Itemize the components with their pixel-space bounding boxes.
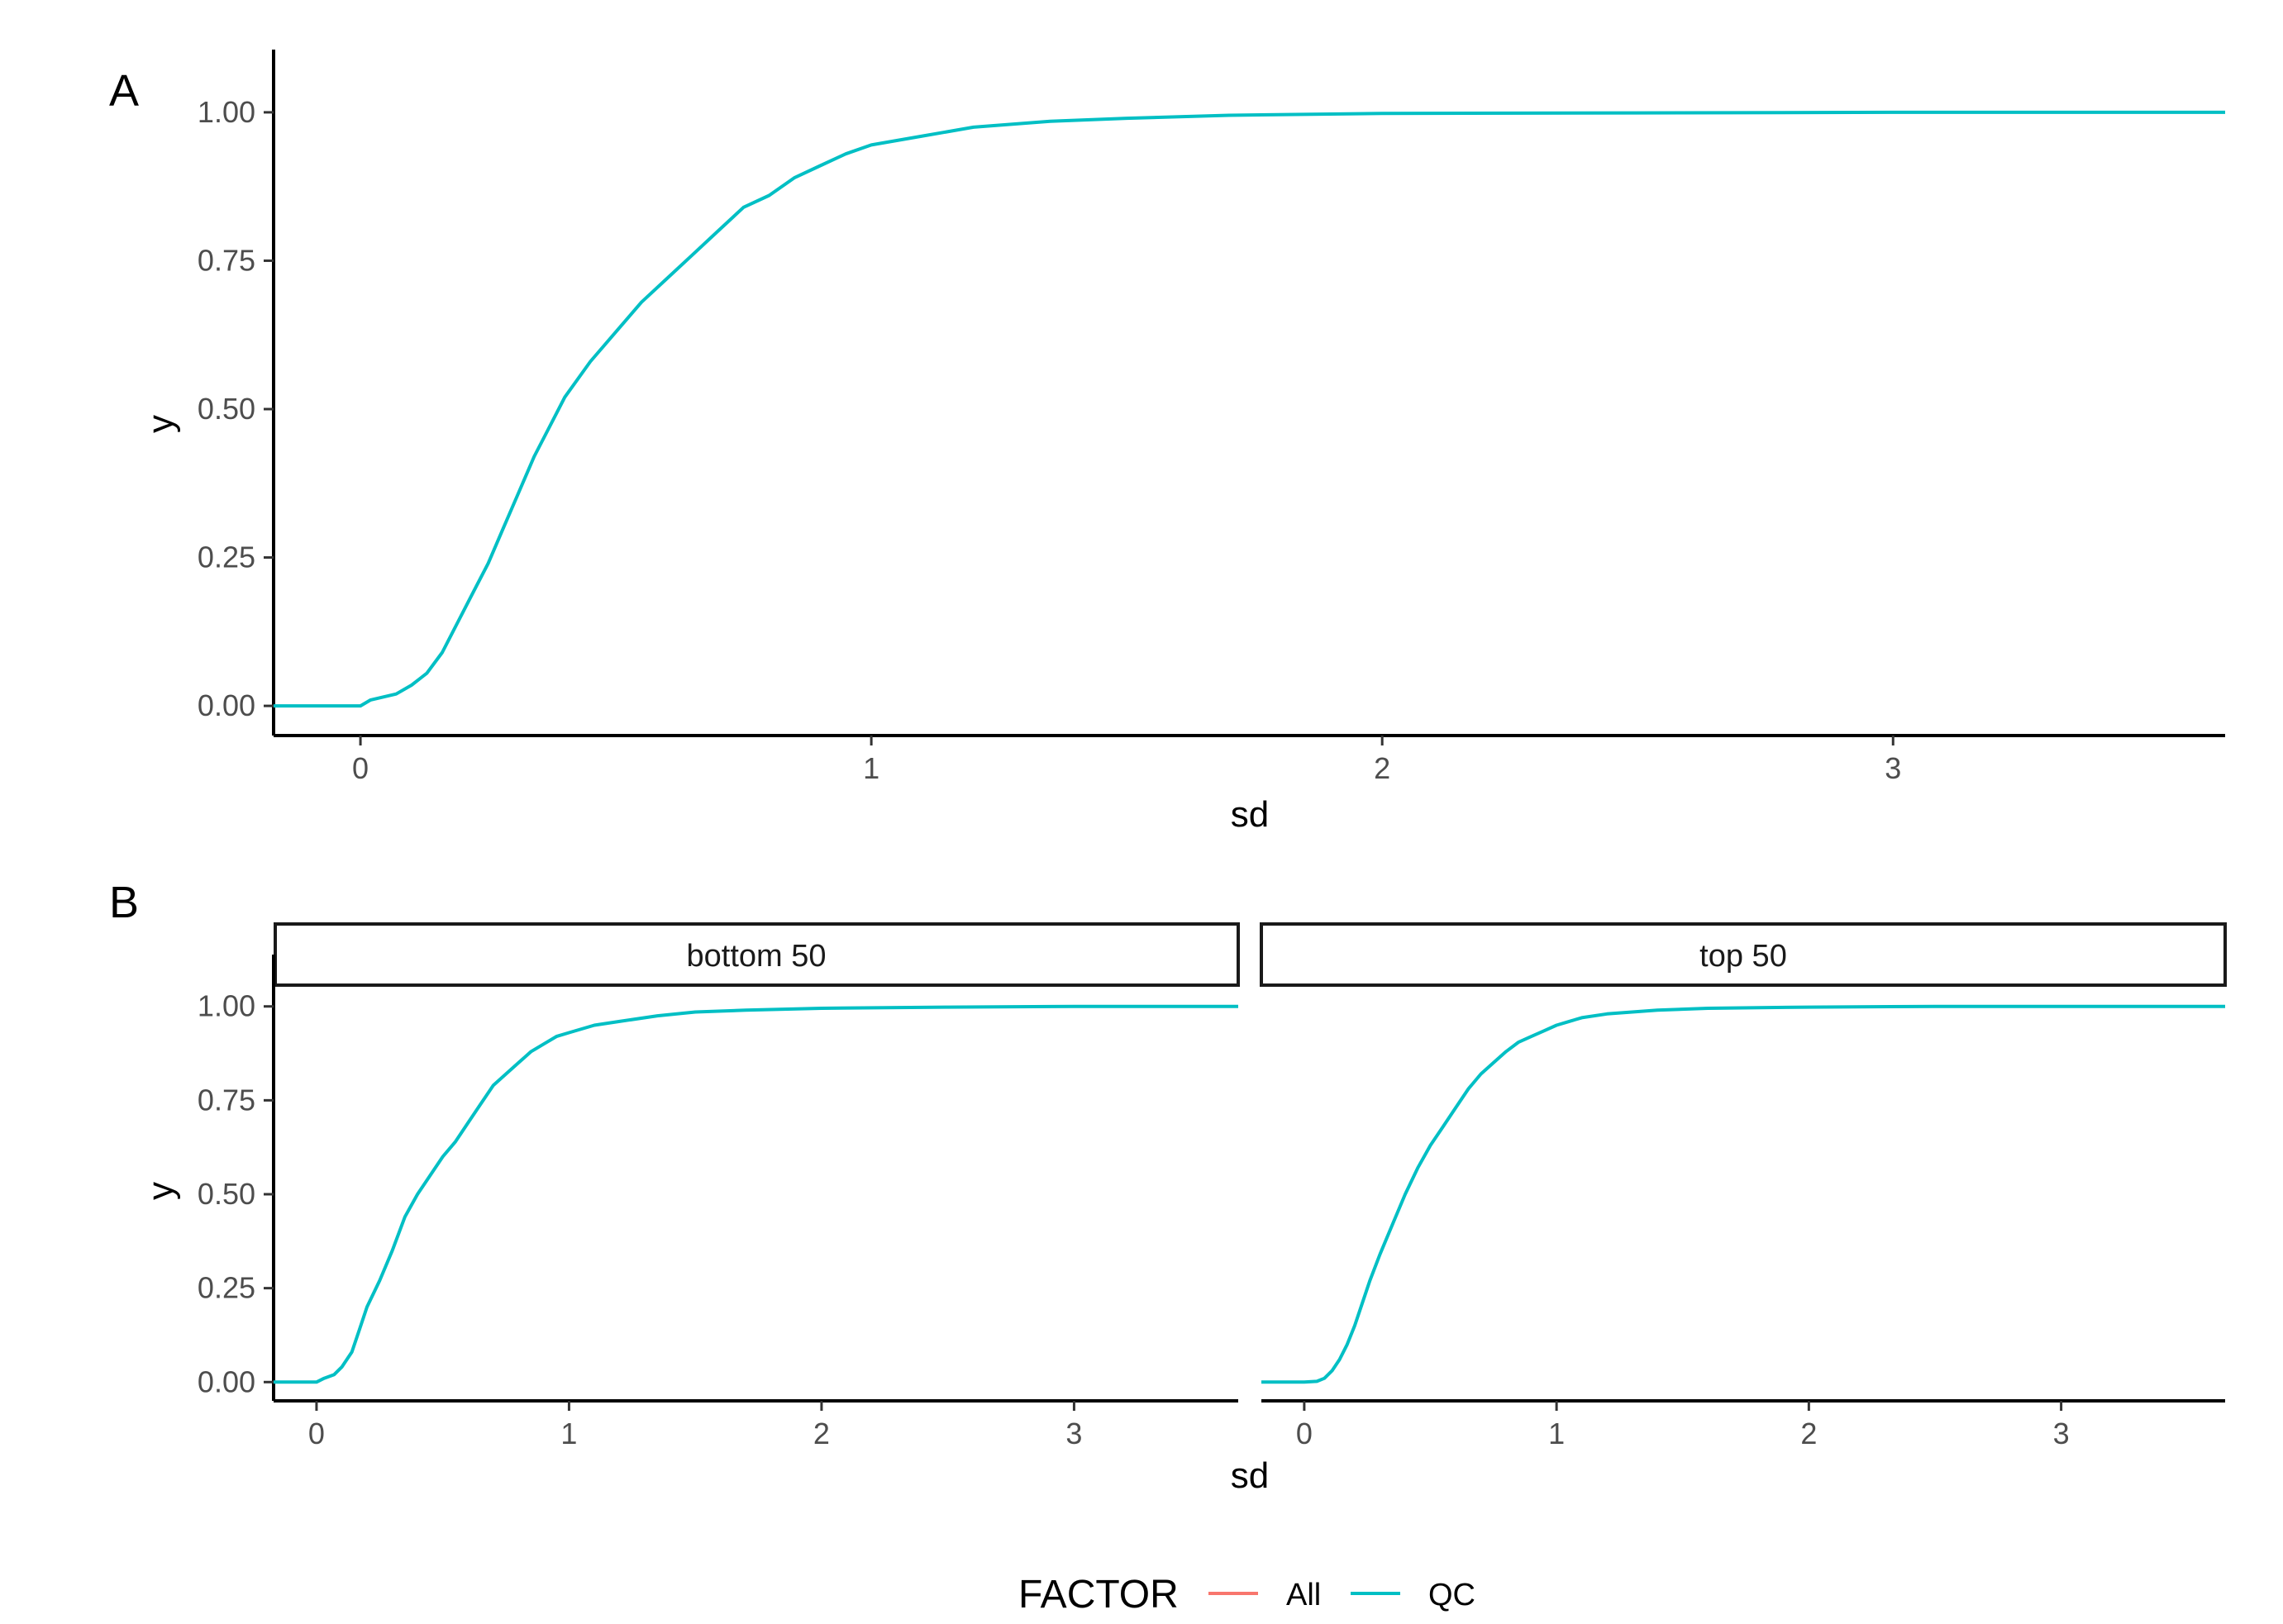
facet-strip-bottom-50: bottom 50 <box>274 922 1240 987</box>
x-tick-label-b-bottom-50: 1 <box>560 1417 577 1450</box>
series-line-qc-b-bottom-50 <box>274 1004 1238 1384</box>
strip-label-top-50: top 50 <box>1699 939 1787 974</box>
x-axis-title-a: sd <box>1231 794 1269 835</box>
y-tick-label-a: 1.00 <box>198 95 255 129</box>
y-axis-title-a: y <box>141 415 181 433</box>
y-tick-label-a: 0.75 <box>198 243 255 277</box>
y-tick-label-b-bottom-50: 0.25 <box>198 1271 255 1305</box>
plot-panel-a: 0 1 2 3 0.00 0.25 0.50 0.75 1.00 <box>198 50 2225 785</box>
y-tick-label-a: 0.00 <box>198 688 255 722</box>
legend-title: FACTOR <box>1018 1573 1179 1617</box>
x-tick-label-b-top-50: 2 <box>1800 1417 1817 1450</box>
plot-panel-b-bottom-50: 0 1 2 3 0.00 0.25 0.50 0.75 1.00 <box>198 955 1238 1450</box>
series-line-qc-a <box>274 110 2225 708</box>
series-line-qc-b-top-50 <box>1261 1004 2225 1384</box>
y-tick-label-b-bottom-50: 0.50 <box>198 1177 255 1211</box>
legend-label-all: All <box>1286 1578 1321 1612</box>
y-tick-label-b-bottom-50: 0.00 <box>198 1364 255 1398</box>
strip-label-bottom-50: bottom 50 <box>687 939 827 974</box>
facet-strip-top-50: top 50 <box>1260 922 2227 987</box>
x-tick-label-b-bottom-50: 3 <box>1065 1417 1082 1450</box>
x-tick-label-a: 1 <box>863 751 879 785</box>
x-tick-label-b-bottom-50: 2 <box>813 1417 830 1450</box>
panel-tag-a: A <box>109 66 139 116</box>
x-tick-label-a: 2 <box>1374 751 1390 785</box>
x-tick-label-b-top-50: 0 <box>1296 1417 1313 1450</box>
legend-label-qc: QC <box>1428 1578 1475 1612</box>
x-tick-label-a: 3 <box>1885 751 1901 785</box>
x-tick-label-b-top-50: 3 <box>2053 1417 2070 1450</box>
plot-panel-b-top-50: 0 1 2 3 <box>1261 1004 2225 1450</box>
x-tick-label-b-top-50: 1 <box>1548 1417 1565 1450</box>
legend: FACTOR All QC <box>1018 1573 1475 1617</box>
y-tick-label-b-bottom-50: 1.00 <box>198 989 255 1023</box>
x-tick-label-a: 0 <box>352 751 369 785</box>
panel-tag-b: B <box>109 878 139 927</box>
y-tick-label-b-bottom-50: 0.75 <box>198 1083 255 1117</box>
y-tick-label-a: 0.25 <box>198 541 255 574</box>
y-axis-title-b: y <box>141 1182 181 1200</box>
y-tick-label-a: 0.50 <box>198 392 255 426</box>
x-axis-title-b: sd <box>1231 1455 1269 1496</box>
x-tick-label-b-bottom-50: 0 <box>308 1417 325 1450</box>
